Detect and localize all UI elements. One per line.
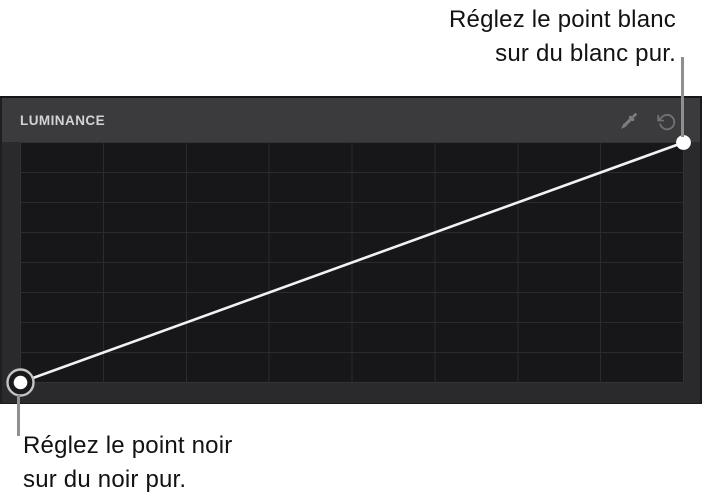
black-point-callout-line [17, 395, 20, 436]
white-point-annotation: Réglez le point blanc sur du blanc pur. [449, 3, 676, 71]
panel-title: LUMINANCE [20, 112, 106, 128]
white-point-annotation-line1: Réglez le point blanc [448, 6, 676, 33]
black-point-annotation-line1: Réglez le point noir [23, 432, 233, 459]
white-point-handle[interactable] [676, 135, 691, 150]
panel-header: LUMINANCE [2, 98, 700, 142]
luminance-curve-line[interactable] [19, 141, 685, 384]
black-point-annotation: Réglez le point noir sur du noir pur. [23, 429, 232, 497]
eyedropper-icon[interactable] [616, 107, 643, 134]
black-point-annotation-line2: sur du noir pur. [23, 466, 187, 493]
white-point-annotation-line2: sur du blanc pur. [495, 40, 676, 67]
white-point-callout-line [681, 57, 684, 137]
reset-icon[interactable] [655, 110, 679, 134]
black-point-handle[interactable] [13, 375, 28, 390]
